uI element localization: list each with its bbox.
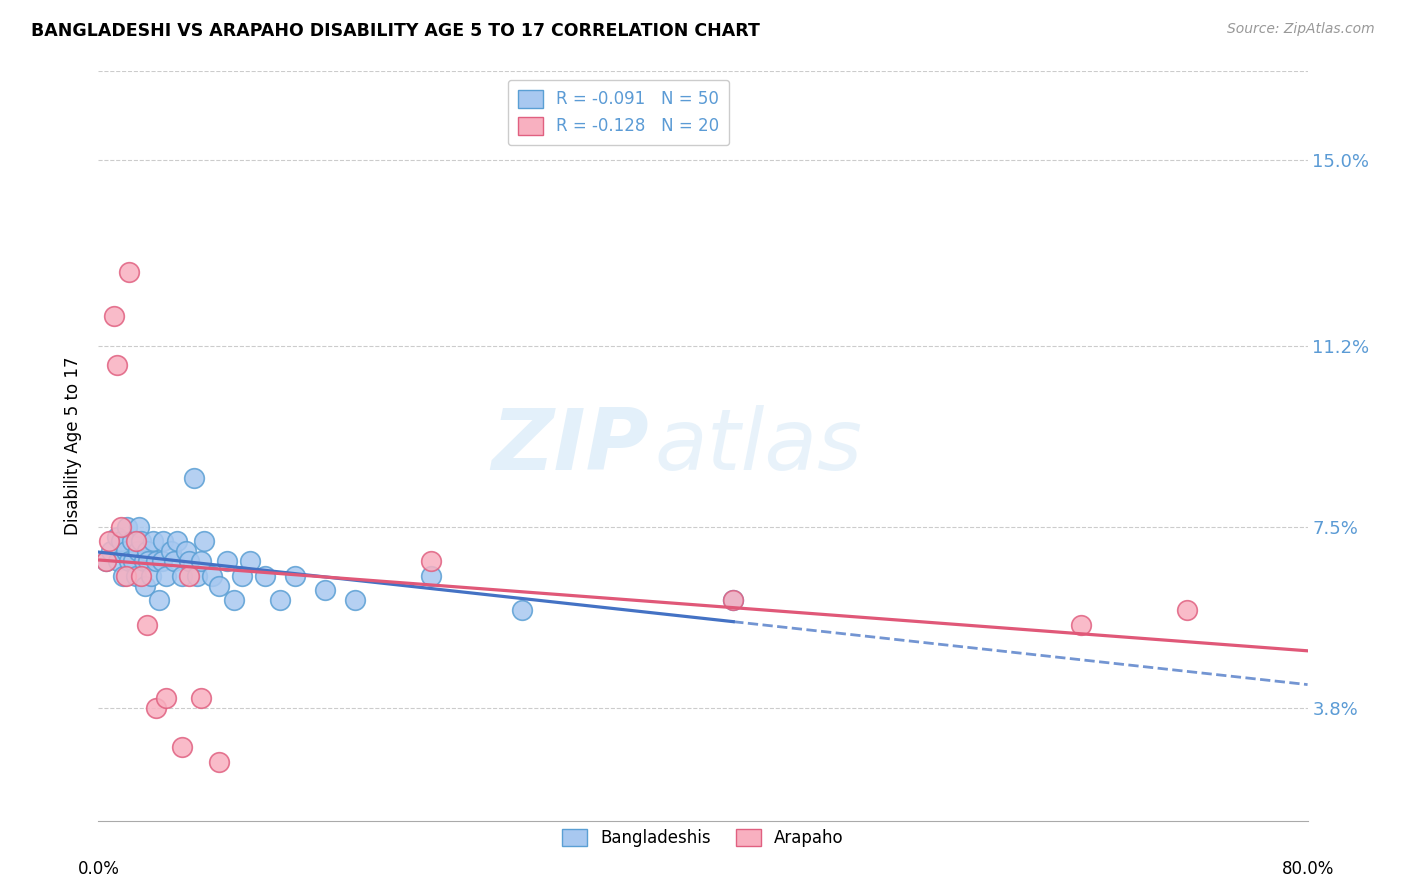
Point bbox=[170, 568, 193, 582]
Point bbox=[170, 740, 193, 755]
Point bbox=[723, 593, 745, 607]
Point bbox=[723, 593, 745, 607]
Point bbox=[125, 568, 148, 582]
Point bbox=[284, 568, 307, 582]
Point bbox=[94, 554, 117, 568]
Point bbox=[510, 603, 533, 617]
Point bbox=[135, 617, 157, 632]
Point bbox=[190, 691, 212, 706]
Point bbox=[111, 568, 134, 582]
Point bbox=[150, 554, 173, 568]
Point bbox=[115, 520, 138, 534]
Point bbox=[129, 568, 152, 582]
Point bbox=[107, 554, 129, 568]
Point bbox=[174, 544, 197, 558]
Text: 0.0%: 0.0% bbox=[77, 860, 120, 878]
Point bbox=[121, 534, 143, 549]
Y-axis label: Disability Age 5 to 17: Disability Age 5 to 17 bbox=[65, 357, 83, 535]
Legend: Bangladeshis, Arapaho: Bangladeshis, Arapaho bbox=[555, 822, 851, 854]
Point bbox=[103, 310, 125, 324]
Point bbox=[118, 554, 141, 568]
Text: BANGLADESHI VS ARAPAHO DISABILITY AGE 5 TO 17 CORRELATION CHART: BANGLADESHI VS ARAPAHO DISABILITY AGE 5 … bbox=[31, 22, 759, 40]
Point bbox=[118, 265, 141, 279]
Point bbox=[100, 544, 122, 558]
Point bbox=[110, 534, 132, 549]
Point bbox=[208, 578, 231, 592]
Point bbox=[420, 568, 443, 582]
Point bbox=[1175, 603, 1198, 617]
Point bbox=[135, 544, 157, 558]
Point bbox=[127, 544, 149, 558]
Text: Source: ZipAtlas.com: Source: ZipAtlas.com bbox=[1227, 22, 1375, 37]
Point bbox=[114, 544, 136, 558]
Point bbox=[179, 554, 201, 568]
Point bbox=[141, 568, 163, 582]
Point bbox=[1070, 617, 1092, 632]
Point bbox=[269, 593, 291, 607]
Point bbox=[224, 593, 246, 607]
Point bbox=[110, 520, 132, 534]
Point bbox=[155, 568, 177, 582]
Point bbox=[166, 534, 188, 549]
Point bbox=[122, 554, 145, 568]
Point bbox=[179, 568, 201, 582]
Point bbox=[183, 471, 205, 485]
Point bbox=[208, 755, 231, 769]
Point bbox=[163, 554, 186, 568]
Point bbox=[105, 530, 128, 544]
Point bbox=[201, 568, 224, 582]
Point bbox=[148, 593, 170, 607]
Point bbox=[98, 534, 121, 549]
Text: 80.0%: 80.0% bbox=[1281, 860, 1334, 878]
Point bbox=[253, 568, 276, 582]
Point bbox=[239, 554, 262, 568]
Point bbox=[134, 578, 156, 592]
Point bbox=[105, 358, 128, 372]
Point bbox=[314, 583, 336, 598]
Point bbox=[125, 534, 148, 549]
Point bbox=[420, 554, 443, 568]
Point bbox=[193, 534, 215, 549]
Text: atlas: atlas bbox=[655, 404, 863, 488]
Point bbox=[142, 534, 165, 549]
Point bbox=[145, 701, 167, 715]
Point bbox=[155, 691, 177, 706]
Point bbox=[145, 554, 167, 568]
Point bbox=[129, 534, 152, 549]
Point bbox=[152, 534, 174, 549]
Point bbox=[190, 554, 212, 568]
Point bbox=[128, 520, 150, 534]
Point bbox=[344, 593, 367, 607]
Point bbox=[231, 568, 253, 582]
Point bbox=[215, 554, 238, 568]
Point bbox=[186, 568, 208, 582]
Point bbox=[114, 568, 136, 582]
Text: ZIP: ZIP bbox=[491, 404, 648, 488]
Point bbox=[132, 554, 155, 568]
Point bbox=[160, 544, 183, 558]
Point bbox=[136, 554, 159, 568]
Point bbox=[94, 554, 117, 568]
